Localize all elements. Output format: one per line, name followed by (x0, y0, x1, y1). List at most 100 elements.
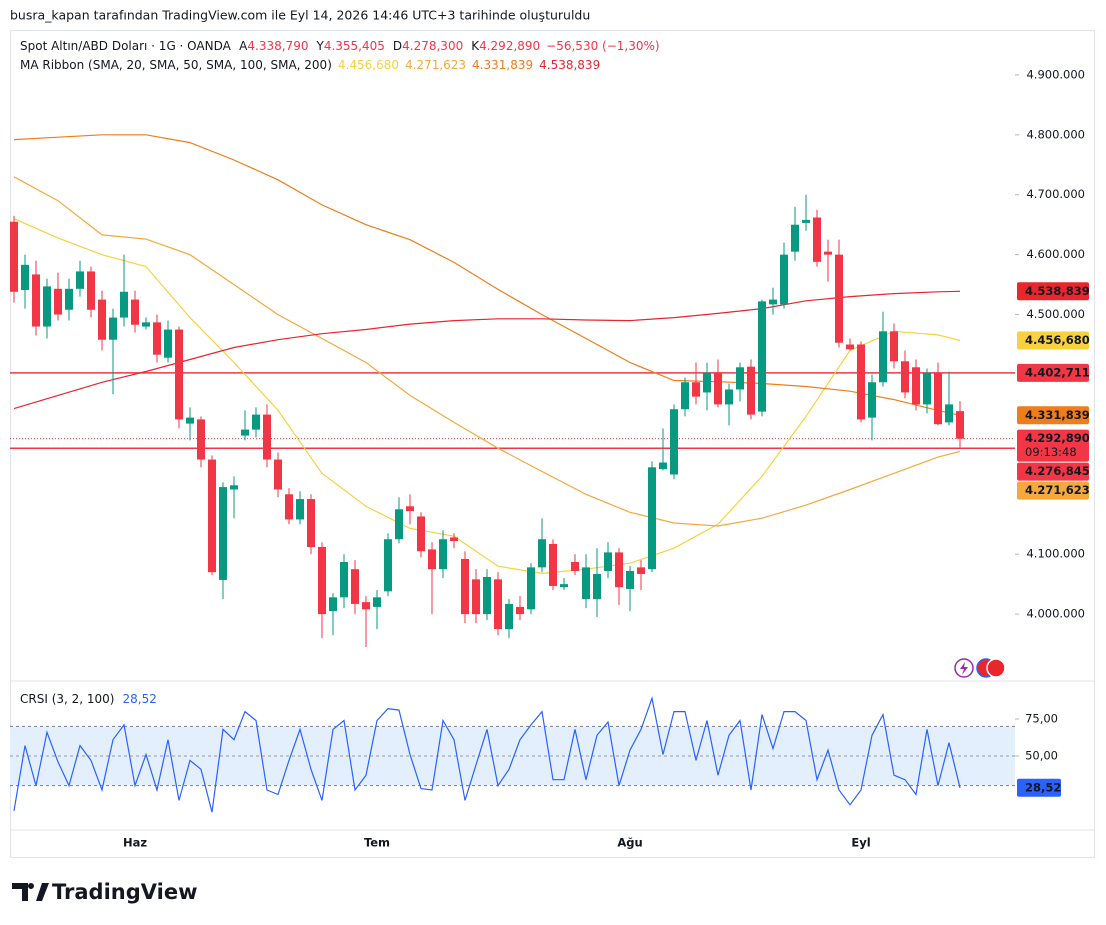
candle-body (296, 499, 304, 520)
indicator-title: CRSI (3, 2, 100) (20, 692, 114, 706)
legend-title: Spot Altın/ABD Doları · 1G · OANDA (20, 39, 232, 53)
candle-body (494, 579, 502, 630)
indicator-value: 4.538,839 (539, 58, 600, 72)
price-tag (1017, 462, 1089, 481)
candle-body (747, 366, 755, 415)
candle-body (384, 539, 392, 592)
value-tag-label: 28,52 (1025, 780, 1061, 794)
candle-body (362, 602, 370, 610)
indicator-value: 4.456,680 (338, 58, 399, 72)
y-tick-label: 50,00 (1025, 749, 1058, 763)
candle-body (32, 274, 40, 327)
candle-body (703, 372, 711, 393)
candle-body (813, 217, 821, 262)
candle-body (54, 288, 62, 315)
icons (954, 658, 1006, 678)
price-tag-label: 09:13:48 (1025, 445, 1077, 459)
candle-body (329, 597, 337, 612)
candle-body (164, 329, 172, 358)
candle-body (318, 547, 326, 615)
price-tag-label: 4.456,680 (1025, 333, 1090, 347)
candle-body (725, 389, 733, 405)
y-tick-label: 75,00 (1025, 712, 1058, 726)
legend-key: A (239, 39, 248, 53)
candle-body (65, 288, 73, 310)
band (10, 726, 1015, 786)
candle-body (758, 301, 766, 412)
candle-body (637, 567, 645, 574)
legend-value: 4.292,890 (479, 39, 540, 53)
candle-body (43, 286, 51, 327)
candle-body (670, 409, 678, 475)
legend-change: −56,530 (−1,30%) (546, 39, 659, 53)
candle-body (857, 344, 865, 420)
candle-body (879, 331, 887, 383)
candle-body (76, 271, 84, 289)
price-tag (1017, 282, 1089, 301)
legend-value: 4.338,790 (247, 39, 308, 53)
candle-body (439, 539, 447, 570)
candle-body (241, 429, 249, 436)
candle-body (956, 411, 964, 439)
candle-body (230, 485, 238, 490)
candle-body (692, 382, 700, 397)
y-tick-label: 4.100.000 (1026, 547, 1085, 561)
x-tick-label: Tem (364, 836, 390, 850)
candle-body (769, 299, 777, 305)
candle-body (186, 417, 194, 424)
price-tag-label: 4.292,890 (1025, 431, 1090, 445)
candle-body (142, 322, 150, 327)
candle-body (263, 414, 271, 460)
candle-body (736, 367, 744, 390)
indicator-value: 4.271,623 (405, 58, 466, 72)
candle-body (659, 462, 667, 470)
indicator-legend: CRSI (3, 2, 100) 28,52 (20, 692, 157, 706)
candle-body (901, 361, 909, 393)
candle-body (219, 487, 227, 580)
indicator-name: MA Ribbon (SMA, 20, SMA, 50, SMA, 100, S… (20, 58, 332, 72)
indicator-value: 28,52 (122, 692, 156, 706)
candle-body (527, 567, 535, 610)
indicator-value: 4.331,839 (472, 58, 533, 72)
candle-body (835, 254, 843, 343)
y-tick-label: 4.800.000 (1026, 127, 1085, 141)
price-tag (1017, 429, 1089, 462)
candle-body (549, 544, 557, 586)
price-tag-label: 4.538,839 (1025, 284, 1090, 298)
logo: TradingView (12, 880, 197, 904)
price-tag-label: 4.402,711 (1025, 365, 1090, 379)
legend-value: 4.355,405 (324, 39, 385, 53)
candle-body (516, 606, 524, 615)
price-tag-label: 4.276,845 (1025, 464, 1090, 478)
price-tag-label: 4.331,839 (1025, 408, 1090, 422)
legend-line: Spot Altın/ABD Doları · 1G · OANDA A4.338… (20, 39, 660, 53)
candle-body (351, 569, 359, 604)
candle-body (593, 573, 601, 600)
candle-body (681, 382, 689, 410)
candle-body (153, 322, 161, 355)
x-tick-label: Eyl (851, 836, 870, 850)
price-tag-label: 4.271,623 (1025, 483, 1090, 497)
candle-body (824, 251, 832, 255)
frame (10, 30, 1095, 858)
ma-line (13, 134, 961, 416)
candle-body (505, 603, 513, 630)
value-tag (1017, 778, 1061, 797)
icon (986, 658, 1006, 678)
candle-body (483, 576, 491, 615)
candle-body (604, 552, 612, 571)
x-tick-label: Haz (123, 836, 147, 850)
ma-line (13, 218, 961, 575)
candle-body (912, 367, 920, 405)
candle-body (285, 494, 293, 520)
candle-body (780, 254, 788, 305)
ma-line (13, 176, 961, 527)
candle-body (571, 561, 579, 571)
candle-body (791, 224, 799, 252)
candle-body (890, 331, 898, 362)
icon (960, 662, 968, 675)
logo-text: TradingView (52, 880, 197, 904)
candle-body (131, 299, 139, 325)
price-tag (1017, 363, 1089, 382)
candle-body (714, 372, 722, 405)
